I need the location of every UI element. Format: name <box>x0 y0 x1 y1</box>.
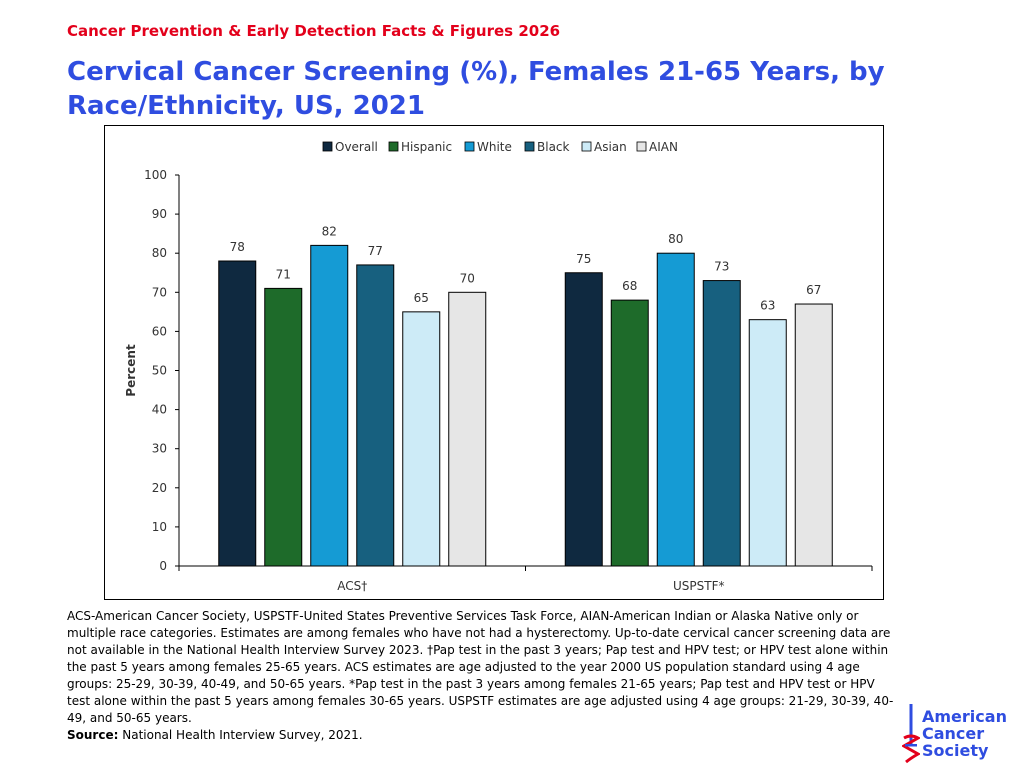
legend-swatch-aian <box>636 141 647 152</box>
y-tick-label: 70 <box>152 285 167 299</box>
data-label-white-0: 82 <box>322 224 337 238</box>
y-tick-label: 100 <box>144 168 167 182</box>
bar-black-1 <box>702 280 741 567</box>
source-text: National Health Interview Survey, 2021. <box>122 728 363 742</box>
bar-hispanic-1 <box>610 299 649 567</box>
data-label-black-1: 73 <box>714 260 729 274</box>
bar-aian-1 <box>794 303 833 567</box>
bar-asian-0 <box>402 311 441 567</box>
sword-icon <box>902 704 920 764</box>
y-tick-label: 40 <box>152 403 167 417</box>
legend-label-asian: Asian <box>594 140 627 154</box>
bar-white-0 <box>310 244 349 567</box>
data-label-white-1: 80 <box>668 232 683 246</box>
y-tick-label: 0 <box>159 559 167 573</box>
legend-label-aian: AIAN <box>649 140 678 154</box>
legend-label-hispanic: Hispanic <box>401 140 452 154</box>
bar-hispanic-0 <box>264 287 303 567</box>
report-supertitle: Cancer Prevention & Early Detection Fact… <box>67 22 561 40</box>
y-tick-label: 60 <box>152 324 167 338</box>
chart-container: Overall Hispanic White Black Asian AIAN 0 10 20 3… <box>104 125 884 600</box>
y-tick-label: 30 <box>152 442 167 456</box>
legend-label-overall: Overall <box>335 140 378 154</box>
footnote-text: ACS-American Cancer Society, USPSTF-Unit… <box>67 609 894 725</box>
source-label: Source: <box>67 728 119 742</box>
logo-wordmark: American Cancer Society <box>922 708 1007 759</box>
legend-swatch-black <box>524 141 535 152</box>
x-category-label: USPSTF* <box>673 579 725 593</box>
legend-swatch-white <box>464 141 475 152</box>
y-tick-label: 90 <box>152 207 167 221</box>
acs-logo: American Cancer Society <box>900 702 1020 764</box>
data-label-aian-1: 67 <box>806 283 821 297</box>
data-label-overall-1: 75 <box>576 252 591 266</box>
bar-asian-1 <box>748 319 787 567</box>
data-label-asian-0: 65 <box>414 291 429 305</box>
y-tick-label: 20 <box>152 481 167 495</box>
legend-label-black: Black <box>537 140 570 154</box>
x-category-label: ACS† <box>337 579 367 593</box>
bar-white-1 <box>656 252 695 567</box>
logo-line-2: Cancer <box>922 724 985 743</box>
y-tick-label: 10 <box>152 520 167 534</box>
data-label-aian-0: 70 <box>460 271 475 285</box>
bar-black-0 <box>356 264 395 567</box>
y-axis-label: Percent <box>124 344 138 397</box>
legend-label-white: White <box>477 140 512 154</box>
chart-title: Cervical Cancer Screening (%), Females 2… <box>67 57 885 121</box>
data-label-asian-1: 63 <box>760 299 775 313</box>
legend-swatch-hispanic <box>388 141 399 152</box>
bar-aian-0 <box>448 291 487 567</box>
data-label-hispanic-1: 68 <box>622 279 637 293</box>
bar-chart: Overall Hispanic White Black Asian AIAN 0 10 20 3… <box>124 140 873 593</box>
bar-overall-0 <box>218 260 257 567</box>
data-label-overall-0: 78 <box>230 240 245 254</box>
legend-swatch-asian <box>581 141 592 152</box>
data-label-black-0: 77 <box>368 244 383 258</box>
bar-overall-1 <box>564 272 603 567</box>
legend-swatch-overall <box>322 141 333 152</box>
data-label-hispanic-0: 71 <box>276 267 291 281</box>
logo-line-1: American <box>922 707 1007 726</box>
footnote: ACS-American Cancer Society, USPSTF-Unit… <box>67 608 897 744</box>
y-tick-label: 80 <box>152 246 167 260</box>
y-tick-label: 50 <box>152 364 167 378</box>
logo-line-3: Society <box>922 741 989 760</box>
